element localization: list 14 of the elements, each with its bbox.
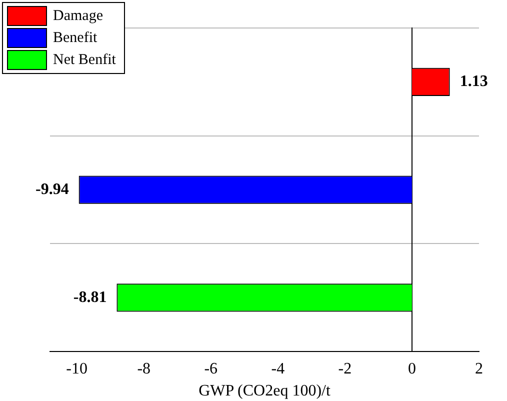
x-tick-label: -10: [66, 360, 88, 378]
x-tick-label: 2: [475, 360, 483, 378]
data-label: -8.81: [73, 288, 107, 306]
x-tick-label: -8: [137, 360, 151, 378]
data-label: -9.94: [35, 180, 69, 198]
legend-label: Damage: [53, 8, 103, 24]
x-tick-label: 0: [408, 360, 416, 378]
x-tick-label: -2: [338, 360, 352, 378]
x-tick-label: -4: [271, 360, 285, 378]
x-axis-title: GWP (CO2eq 100)/t: [198, 382, 331, 400]
data-label: 1.13: [460, 73, 488, 90]
legend-label: Net Benfit: [53, 52, 116, 68]
legend-label: Benefit: [53, 30, 98, 46]
x-tick-label: -6: [204, 360, 218, 378]
